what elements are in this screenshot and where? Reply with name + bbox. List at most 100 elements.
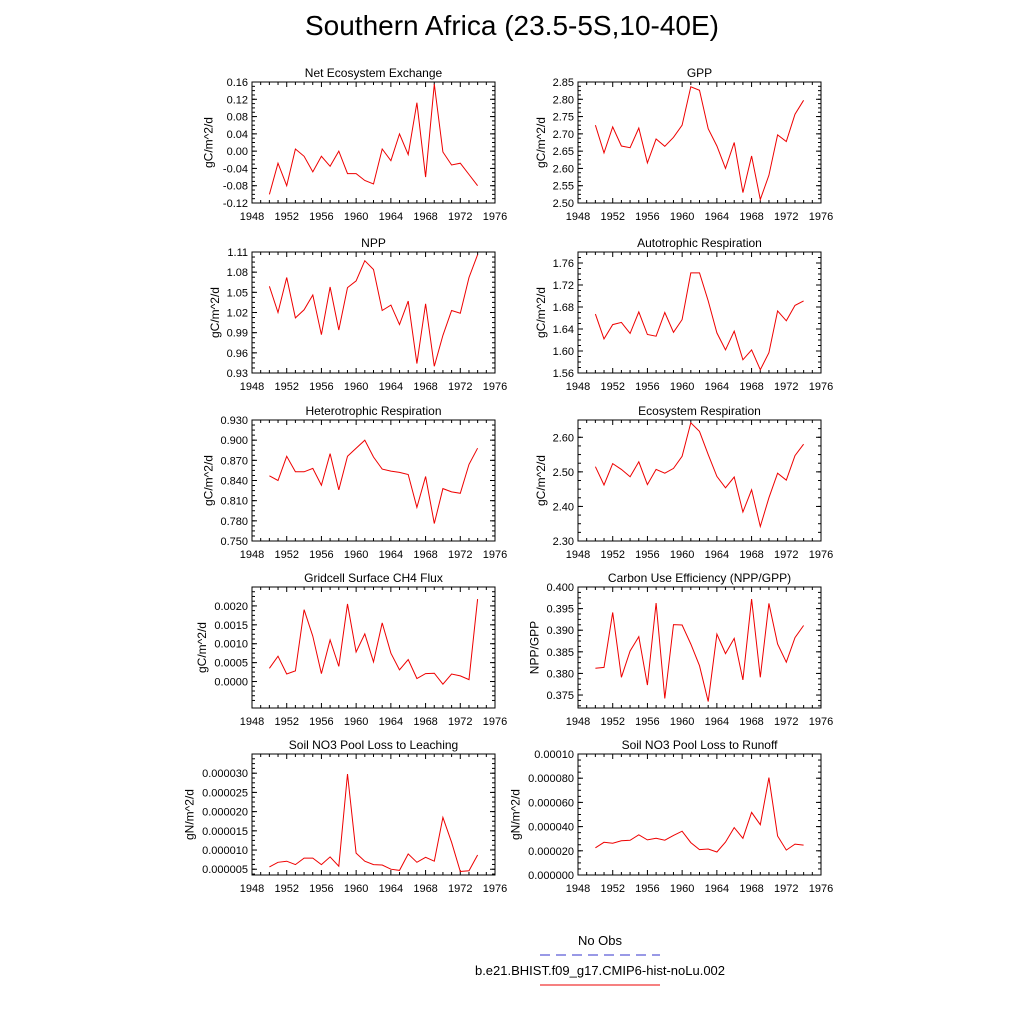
x-tick-label: 1972 [774, 883, 798, 895]
y-tick-label: 1.11 [227, 247, 248, 259]
x-tick-label: 1952 [600, 211, 624, 223]
chart-panel-6: Ecosystem Respiration 1948 1952 1956 1960 196… [534, 404, 833, 561]
plot-frame [251, 586, 496, 709]
x-tick-label: 1952 [274, 716, 298, 728]
y-tick-label: 0.400 [546, 582, 574, 594]
chart-panel-7: Gridcell Surface CH4 Flux 1948 1952 1956 196… [195, 571, 507, 728]
x-tick-label: 1972 [448, 211, 472, 223]
x-tick-label: 1960 [344, 211, 368, 223]
y-tick-label: 2.70 [553, 129, 574, 141]
y-axis-label: gC/m^2/d [534, 455, 548, 506]
y-tick-label: 0.96 [227, 348, 248, 360]
x-tick-label: 1976 [483, 549, 507, 561]
y-tick-label: 0.93 [227, 368, 248, 380]
chart-panel-2: GPP 1948 1952 1956 1960 1964 1968 1972 1976 2.50 2… [534, 66, 833, 223]
chart-title: Ecosystem Respiration [638, 404, 761, 418]
y-tick-label: 1.72 [553, 280, 574, 292]
chart-panel-9: Soil NO3 Pool Loss to Leaching 1948 1952 19… [183, 738, 508, 895]
x-tick-label: 1960 [344, 381, 368, 393]
x-tick-label: 1960 [670, 716, 694, 728]
series-line [595, 777, 804, 853]
x-tick-label: 1952 [274, 883, 298, 895]
y-tick-label: 0.750 [220, 536, 248, 548]
y-tick-label: 0.375 [546, 690, 574, 702]
y-tick-label: 0.000040 [528, 822, 574, 834]
y-axis-label: gC/m^2/d [534, 117, 548, 168]
y-tick-label: -0.08 [223, 181, 248, 193]
y-axis-label: gC/m^2/d [195, 622, 209, 673]
x-tick-label: 1960 [344, 549, 368, 561]
x-tick-label: 1976 [809, 211, 833, 223]
y-tick-label: 0.000005 [202, 864, 248, 876]
figure-title: Southern Africa (23.5-5S,10-40E) [304, 10, 719, 41]
y-axis-label: gC/m^2/d [202, 117, 216, 168]
x-tick-label: 1956 [309, 549, 333, 561]
plot-frame [577, 251, 822, 374]
x-tick-label: 1972 [774, 549, 798, 561]
series-line [268, 84, 478, 195]
x-tick-label: 1976 [483, 716, 507, 728]
x-tick-label: 1956 [309, 883, 333, 895]
y-tick-label: 1.08 [227, 267, 248, 279]
y-tick-label: 0.380 [546, 668, 574, 680]
x-tick-label: 1948 [566, 716, 590, 728]
chart-panel-1: Net Ecosystem Exchange 1948 1952 1956 1960 19… [202, 66, 508, 223]
y-tick-label: 0.0005 [214, 658, 248, 670]
chart-title: GPP [687, 66, 712, 80]
x-tick-label: 1972 [448, 549, 472, 561]
y-tick-label: 0.395 [546, 604, 574, 616]
y-tick-label: 0.0020 [214, 601, 248, 613]
y-tick-label: 0.0015 [214, 620, 248, 632]
y-tick-label: 2.50 [553, 467, 574, 479]
chart-title: Carbon Use Efficiency (NPP/GPP) [608, 571, 791, 585]
x-tick-label: 1972 [448, 883, 472, 895]
x-tick-label: 1960 [344, 716, 368, 728]
y-tick-label: 0.385 [546, 647, 574, 659]
legend-model-label: b.e21.BHIST.f09_g17.CMIP6-hist-noLu.002 [475, 963, 725, 978]
y-axis-label: gC/m^2/d [202, 455, 216, 506]
x-tick-label: 1948 [566, 381, 590, 393]
x-tick-label: 1972 [774, 716, 798, 728]
y-tick-label: 0.12 [227, 94, 248, 106]
x-tick-label: 1968 [739, 381, 763, 393]
x-tick-label: 1952 [600, 381, 624, 393]
y-tick-label: 2.85 [553, 77, 574, 89]
y-tick-label: 1.02 [227, 308, 248, 320]
x-tick-label: 1976 [809, 883, 833, 895]
legend-obs-label: No Obs [578, 933, 623, 948]
x-tick-label: 1956 [635, 883, 659, 895]
y-tick-label: 2.40 [553, 501, 574, 513]
y-tick-label: 0.780 [220, 516, 248, 528]
x-tick-label: 1948 [240, 716, 264, 728]
x-tick-label: 1968 [739, 883, 763, 895]
y-tick-label: 0.16 [227, 77, 248, 89]
x-tick-label: 1956 [635, 716, 659, 728]
x-tick-label: 1964 [705, 883, 729, 895]
x-tick-label: 1948 [566, 211, 590, 223]
chart-panel-8: Carbon Use Efficiency (NPP/GPP) 1948 1952 1… [528, 571, 834, 728]
x-tick-label: 1968 [413, 211, 437, 223]
y-axis-label: gN/m^2/d [509, 789, 523, 840]
chart-title: Net Ecosystem Exchange [305, 66, 443, 80]
x-tick-label: 1956 [635, 549, 659, 561]
y-tick-label: 0.04 [227, 129, 248, 141]
plot-frame [251, 753, 496, 876]
series-line [268, 254, 479, 367]
x-tick-label: 1948 [240, 381, 264, 393]
x-tick-label: 1952 [600, 883, 624, 895]
x-tick-label: 1972 [448, 716, 472, 728]
x-tick-label: 1960 [344, 883, 368, 895]
y-tick-label: 2.65 [553, 146, 574, 158]
y-tick-label: 0.000030 [202, 768, 248, 780]
series-line [269, 773, 479, 873]
x-tick-label: 1948 [240, 211, 264, 223]
y-tick-label: 0.99 [227, 328, 248, 340]
plot-frame [577, 81, 822, 204]
x-tick-label: 1976 [809, 716, 833, 728]
x-tick-label: 1952 [600, 549, 624, 561]
chart-title: NPP [361, 236, 386, 250]
y-tick-label: 2.50 [553, 198, 574, 210]
y-tick-label: 2.60 [553, 432, 574, 444]
x-tick-label: 1964 [379, 549, 403, 561]
plot-frame [577, 753, 822, 876]
